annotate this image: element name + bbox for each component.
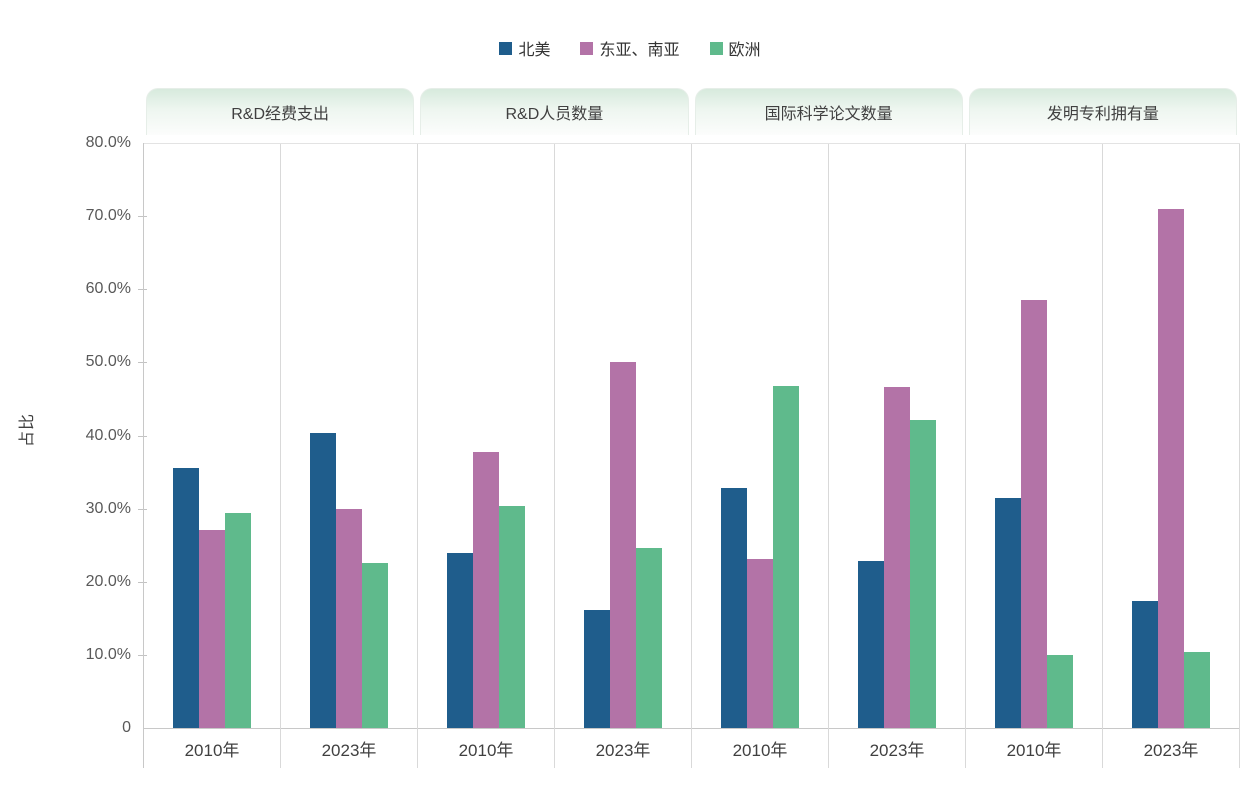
panel: 2010年 2023年 bbox=[966, 143, 1240, 768]
bar-series-1 bbox=[473, 451, 499, 728]
x-axis-label: 2010年 bbox=[184, 741, 240, 760]
y-tick-mark bbox=[138, 581, 147, 583]
bars-area bbox=[829, 143, 965, 729]
legend-swatch-icon bbox=[499, 41, 513, 55]
x-axis-label: 2010年 bbox=[458, 741, 514, 760]
bars-area bbox=[692, 143, 828, 729]
bars-area bbox=[418, 143, 554, 729]
legend-item-north-america: 北美 bbox=[499, 36, 550, 60]
panel-tab: R&D人员数量 bbox=[420, 88, 689, 135]
y-tick-label: 20.0% bbox=[85, 572, 131, 590]
y-tick-label: 10.0% bbox=[85, 645, 131, 663]
bar-series-1 bbox=[1021, 300, 1047, 728]
plot-area: 2010年 2023年 2010年 2023年 2010年 2023年 2010年 2023年 bbox=[143, 143, 1240, 768]
year-cell: 2023年 bbox=[555, 143, 692, 768]
y-tick-mark bbox=[138, 435, 147, 437]
bars-area bbox=[966, 143, 1102, 729]
bar-series-0 bbox=[995, 497, 1021, 728]
y-axis-gutter: 占比 80.0% 70.0% 60.0% 50.0% 40.0% 30.0% 20.0% 10… bbox=[0, 88, 147, 768]
y-tick-mark bbox=[138, 289, 147, 291]
year-cell: 2023年 bbox=[1103, 143, 1240, 768]
bar-series-2 bbox=[1184, 651, 1210, 728]
panels-column: R&D经费支出 R&D人员数量 国际科学论文数量 发明专利拥有量 2010年 2023年… bbox=[143, 88, 1240, 768]
legend-item-east-south-asia: 东亚、南亚 bbox=[580, 36, 680, 60]
panel-tab: 国际科学论文数量 bbox=[694, 88, 963, 135]
y-tick-label: 60.0% bbox=[85, 280, 131, 298]
y-tick-label: 0 bbox=[122, 719, 131, 736]
x-axis-label: 2023年 bbox=[1143, 741, 1199, 760]
x-axis-label: 2010年 bbox=[732, 741, 788, 760]
y-tick-mark bbox=[138, 508, 147, 510]
bars-area bbox=[1103, 143, 1239, 729]
y-tick-mark bbox=[138, 362, 147, 364]
bars-area bbox=[281, 143, 417, 729]
bar-series-1 bbox=[747, 559, 773, 728]
bar-series-0 bbox=[1132, 600, 1158, 728]
y-tick-mark bbox=[138, 216, 147, 218]
legend-label: 北美 bbox=[518, 42, 551, 59]
year-cell: 2023年 bbox=[281, 143, 418, 768]
panel-tab: 发明专利拥有量 bbox=[968, 88, 1237, 135]
panel: 2010年 2023年 bbox=[144, 143, 418, 768]
x-axis-label: 2023年 bbox=[595, 741, 651, 760]
bar-series-1 bbox=[199, 529, 225, 728]
bars-area bbox=[555, 143, 691, 729]
year-cell: 2010年 bbox=[692, 143, 829, 768]
x-axis-label: 2023年 bbox=[321, 741, 377, 760]
bar-series-0 bbox=[584, 609, 610, 728]
y-tick-label: 70.0% bbox=[85, 207, 131, 225]
bar-series-2 bbox=[362, 563, 388, 728]
legend: 北美 东亚、南亚 欧洲 bbox=[0, 36, 1260, 60]
bar-series-2 bbox=[773, 385, 799, 728]
legend-item-europe: 欧洲 bbox=[709, 36, 761, 60]
panel-tabs: R&D经费支出 R&D人员数量 国际科学论文数量 发明专利拥有量 bbox=[143, 88, 1240, 135]
y-tick-label: 30.0% bbox=[85, 499, 131, 517]
y-tick-label: 50.0% bbox=[85, 353, 131, 371]
legend-swatch-icon bbox=[709, 41, 723, 55]
bar-series-1 bbox=[610, 362, 636, 728]
y-tick-label: 40.0% bbox=[85, 426, 131, 444]
year-cell: 2010年 bbox=[966, 143, 1103, 768]
bar-series-2 bbox=[636, 548, 662, 728]
bar-series-1 bbox=[336, 509, 362, 728]
bar-series-2 bbox=[499, 505, 525, 728]
bar-series-0 bbox=[447, 552, 473, 728]
year-cell: 2010年 bbox=[144, 143, 281, 768]
legend-swatch-icon bbox=[580, 41, 594, 55]
bar-series-1 bbox=[884, 387, 910, 728]
bar-series-2 bbox=[225, 513, 251, 728]
panel: 2010年 2023年 bbox=[418, 143, 692, 768]
bar-series-0 bbox=[858, 560, 884, 728]
bar-series-1 bbox=[1158, 208, 1184, 728]
year-cell: 2010年 bbox=[418, 143, 555, 768]
legend-label: 东亚、南亚 bbox=[599, 42, 680, 59]
bars-area bbox=[144, 143, 280, 729]
bar-series-2 bbox=[1047, 654, 1073, 728]
y-tick-label: 80.0% bbox=[85, 134, 131, 151]
year-cell: 2023年 bbox=[829, 143, 966, 768]
y-tick-mark bbox=[138, 654, 147, 656]
panel: 2010年 2023年 bbox=[692, 143, 966, 768]
x-axis-label: 2023年 bbox=[869, 741, 925, 760]
x-axis-label: 2010年 bbox=[1006, 741, 1062, 760]
bar-series-0 bbox=[173, 468, 199, 728]
y-axis-ticks: 80.0% 70.0% 60.0% 50.0% 40.0% 30.0% 20.0% 10.0%… bbox=[0, 134, 147, 736]
bar-series-0 bbox=[721, 488, 747, 728]
bar-series-2 bbox=[910, 420, 936, 728]
panel-tab: R&D经费支出 bbox=[146, 88, 415, 135]
legend-label: 欧洲 bbox=[728, 42, 761, 59]
chart-body: 占比 80.0% 70.0% 60.0% 50.0% 40.0% 30.0% 20.0% 10… bbox=[0, 88, 1240, 768]
bar-series-0 bbox=[310, 433, 336, 728]
